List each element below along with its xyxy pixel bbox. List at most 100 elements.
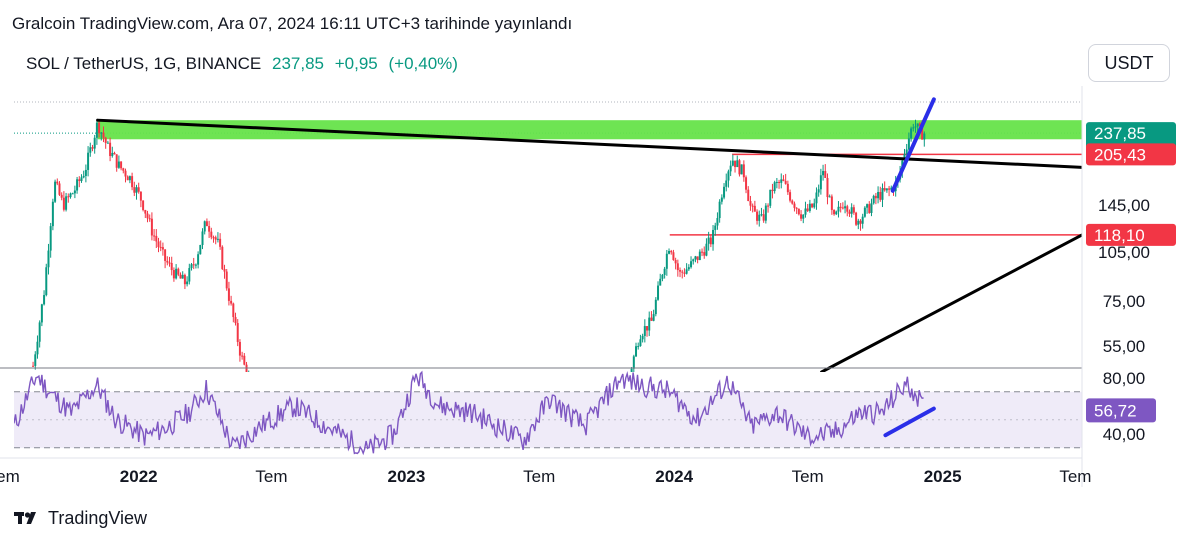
candle-body <box>646 326 649 331</box>
time-tick-label: 2025 <box>924 467 962 486</box>
candle-body <box>775 181 778 183</box>
candle-body <box>826 177 829 198</box>
candle-body <box>67 196 70 198</box>
candle-body <box>877 191 880 199</box>
candle-body <box>205 221 208 227</box>
candle-body <box>923 133 926 140</box>
candle-body <box>857 220 860 225</box>
candle-body <box>661 274 664 279</box>
candle-body <box>80 177 83 181</box>
candle-body <box>685 269 688 274</box>
candle-body <box>225 271 228 289</box>
candle-body <box>773 182 776 192</box>
candle-body <box>95 122 98 138</box>
rsi-tick-label: 80,00 <box>1103 369 1146 388</box>
publish-info: Gralcoin TradingView.com, Ara 07, 2024 1… <box>12 14 573 33</box>
candle-body <box>822 171 825 176</box>
candle-body <box>102 132 105 138</box>
candle-body <box>47 250 50 268</box>
candle-body <box>250 377 252 383</box>
candle-body <box>221 246 224 270</box>
candle-body <box>747 189 750 202</box>
candle-body <box>802 214 805 219</box>
candle-body <box>150 218 153 236</box>
candle-body <box>62 197 65 210</box>
candle-body <box>657 285 660 300</box>
candle-body <box>113 152 116 155</box>
candle-body <box>643 326 646 336</box>
candle-body <box>137 187 140 192</box>
candle-body <box>106 142 109 144</box>
tradingview-logo: TradingView <box>14 506 147 530</box>
candle-body <box>670 250 673 253</box>
candle-body <box>734 160 737 168</box>
candle-body <box>146 213 149 219</box>
candle-body <box>126 176 129 181</box>
candle-body <box>98 122 101 134</box>
black-trendline-3 <box>96 118 1082 169</box>
candle-body <box>654 299 657 315</box>
candle-body <box>76 179 79 191</box>
candle-body <box>918 123 921 126</box>
candle-body <box>133 187 136 193</box>
candle-body <box>725 180 728 187</box>
candle-body <box>863 207 866 217</box>
candle-body <box>888 188 891 190</box>
footer-brand: TradingView <box>48 507 148 528</box>
candle-body <box>34 354 37 366</box>
candle-body <box>87 152 90 170</box>
candle-body <box>170 263 173 271</box>
candle-body <box>214 237 217 240</box>
candle-body <box>916 123 919 127</box>
symbol-name: SOL / TetherUS, 1G, BINANCE <box>26 54 262 73</box>
candle-body <box>238 341 241 356</box>
candle-body <box>192 264 195 266</box>
candle-body <box>188 268 191 282</box>
candle-body <box>117 161 120 168</box>
candle-body <box>868 204 871 213</box>
candle-body <box>241 355 244 357</box>
candle-body <box>230 300 233 304</box>
candle-body <box>630 368 633 372</box>
time-tick-label: 2024 <box>655 467 693 486</box>
candle-body <box>905 149 908 154</box>
candle-body <box>65 196 68 210</box>
candle-body <box>797 208 800 215</box>
candle-body <box>841 207 844 209</box>
candle-body <box>212 237 215 239</box>
price-label-box <box>1086 223 1176 246</box>
candle-body <box>780 179 783 183</box>
candle-body <box>227 288 230 301</box>
candle-body <box>60 194 63 198</box>
symbol-legend: SOL / TetherUS, 1G, BINANCE 237,85 +0,95… <box>26 54 458 74</box>
candle-body <box>852 207 855 213</box>
candle-body <box>749 201 752 206</box>
currency-button[interactable]: USDT <box>1088 44 1170 82</box>
candle-body <box>69 193 72 198</box>
candle-body <box>73 190 76 194</box>
candle-body <box>846 206 849 212</box>
candle-body <box>881 188 884 200</box>
candle-body <box>124 170 127 177</box>
candle-body <box>745 177 748 190</box>
last-price: 237,85 <box>272 54 324 73</box>
candle-body <box>782 179 785 181</box>
candle-body <box>866 204 869 208</box>
candle-body <box>40 304 43 323</box>
candle-body <box>148 218 151 220</box>
rsi-value-text: 56,72 <box>1094 401 1137 420</box>
candle-body <box>800 214 803 219</box>
candle-body <box>172 270 175 279</box>
candle-body <box>648 317 651 331</box>
candle-body <box>100 132 103 134</box>
time-tick-label: Tem <box>255 467 287 486</box>
candle-body <box>665 253 668 269</box>
candle-body <box>701 251 704 253</box>
candle-body <box>778 181 781 183</box>
candle-body <box>681 271 684 273</box>
candle-body <box>709 237 712 245</box>
rsi-tick-label: 40,00 <box>1103 425 1146 444</box>
candle-body <box>142 200 145 211</box>
candle-body <box>78 179 81 181</box>
